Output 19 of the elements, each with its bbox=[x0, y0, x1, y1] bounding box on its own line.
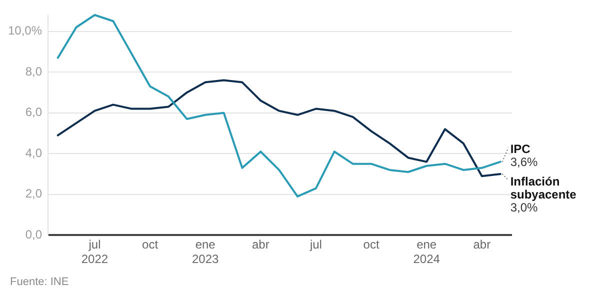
data-label: 3,0% bbox=[510, 200, 538, 214]
y-tick-label: 4,0 bbox=[25, 146, 42, 160]
x-tick-label: jul 2022 bbox=[81, 238, 108, 266]
y-tick-label: 8,0 bbox=[25, 64, 42, 78]
source-note: Fuente: INE bbox=[10, 276, 69, 288]
x-tick-label: abr bbox=[473, 238, 491, 252]
x-tick-label: oct bbox=[363, 238, 380, 252]
y-tick-label: 2,0 bbox=[25, 186, 42, 201]
y-tick-label: 0,0 bbox=[25, 228, 42, 242]
x-tick-label: oct bbox=[142, 238, 159, 252]
x-tick-label: ene 2024 bbox=[413, 238, 440, 266]
x-tick-label: abr bbox=[252, 238, 270, 252]
y-tick-label: 10,0% bbox=[8, 24, 42, 38]
x-tick-label: ene 2023 bbox=[192, 238, 220, 266]
y-tick-label: 6,0 bbox=[25, 105, 42, 120]
x-tick-label: jul bbox=[308, 238, 322, 252]
data-label: 3,6% bbox=[510, 155, 538, 170]
series-label: Inflación subyacente bbox=[510, 174, 577, 202]
series-label: IPC bbox=[510, 142, 531, 156]
